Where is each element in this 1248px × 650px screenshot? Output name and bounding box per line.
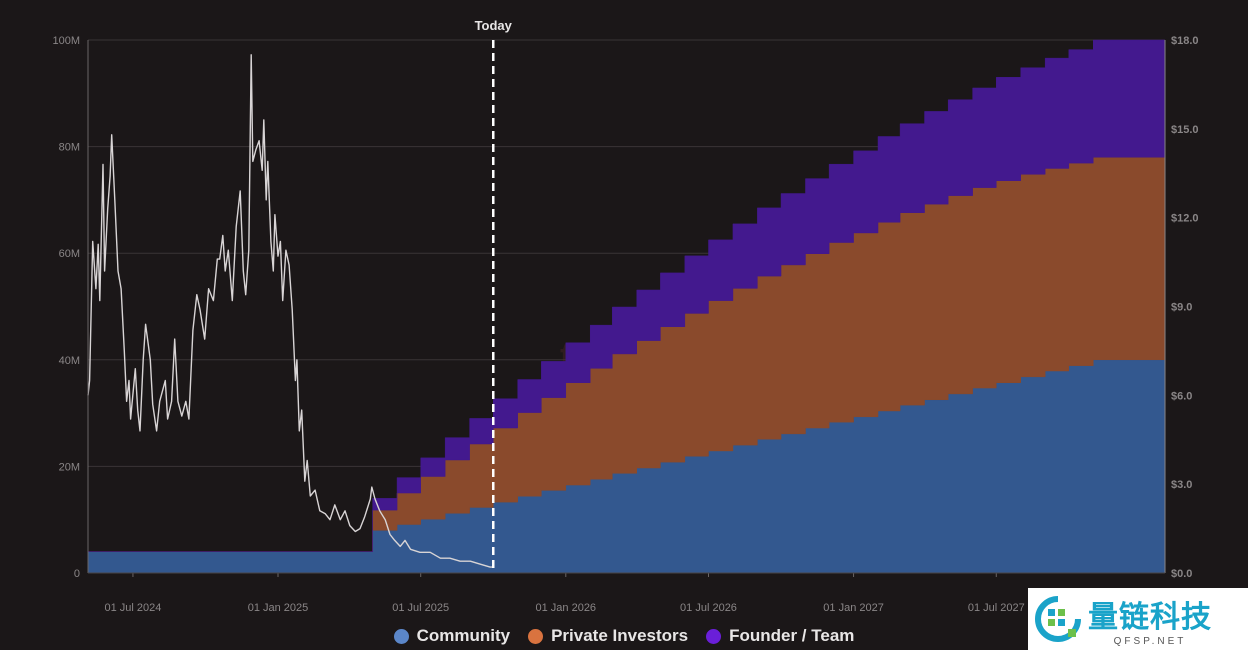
legend: Community Private Investors Founder / Te… bbox=[0, 626, 1248, 646]
x-tick-label: 01 Jan 2025 bbox=[248, 602, 309, 614]
x-tick-label: 01 Jan 2026 bbox=[536, 602, 597, 614]
legend-item-community[interactable]: Community bbox=[393, 626, 511, 646]
y-right-tick-label: $9.0 bbox=[1171, 302, 1192, 314]
x-tick-label: 01 Jul 2025 bbox=[392, 602, 449, 614]
legend-item-founder-team[interactable]: Founder / Team bbox=[706, 626, 854, 646]
y-right-tick-label: $18.0 bbox=[1171, 35, 1199, 47]
y-right-tick-label: $6.0 bbox=[1171, 390, 1192, 402]
legend-dot-private-investors bbox=[528, 628, 544, 644]
price-line bbox=[87, 54, 494, 568]
y-right-tick-label: $3.0 bbox=[1171, 479, 1192, 491]
today-marker: Today bbox=[475, 18, 513, 573]
x-tick-label: 01 Jan 2027 bbox=[823, 602, 884, 614]
corner-watermark-logo: 量链科技 QFSP.NET bbox=[1028, 588, 1248, 650]
watermark-logo-icon bbox=[1034, 595, 1082, 643]
y-left-tick-label: 40M bbox=[59, 355, 80, 367]
watermark-cn-text: 量链科技 bbox=[1088, 599, 1212, 635]
y-left-tick-label: 0 bbox=[74, 568, 80, 580]
x-tick-label: 01 Jul 2026 bbox=[680, 602, 737, 614]
x-tick-label: 01 Jul 2024 bbox=[104, 602, 161, 614]
price-line-group bbox=[87, 54, 494, 568]
legend-dot-founder-team bbox=[706, 628, 722, 644]
stacked-areas bbox=[87, 39, 1166, 574]
legend-label-founder-team: Founder / Team bbox=[729, 626, 855, 645]
y-right-tick-label: $12.0 bbox=[1171, 213, 1199, 225]
y-right-tick-label: $0.0 bbox=[1171, 568, 1192, 580]
legend-label-community: Community bbox=[416, 626, 511, 645]
watermark-en-text: QFSP.NET bbox=[1113, 635, 1187, 647]
axes: 0 20M 40M 60M 80M 100M $0.0 $3.0 $6.0 $9.0 $12.0 $1… bbox=[52, 35, 1198, 614]
y-right-tick-label: $15.0 bbox=[1171, 124, 1199, 136]
legend-item-private-investors[interactable]: Private Investors bbox=[528, 626, 688, 646]
y-left-tick-label: 100M bbox=[52, 35, 80, 47]
x-tick-label: 01 Jul 2027 bbox=[968, 602, 1025, 614]
legend-dot-community bbox=[393, 628, 409, 644]
y-left-tick-label: 20M bbox=[59, 461, 80, 473]
y-left-tick-label: 60M bbox=[59, 248, 80, 260]
today-label: Today bbox=[475, 18, 513, 33]
legend-label-private-investors: Private Investors bbox=[551, 626, 689, 645]
y-left-tick-label: 80M bbox=[59, 142, 80, 154]
